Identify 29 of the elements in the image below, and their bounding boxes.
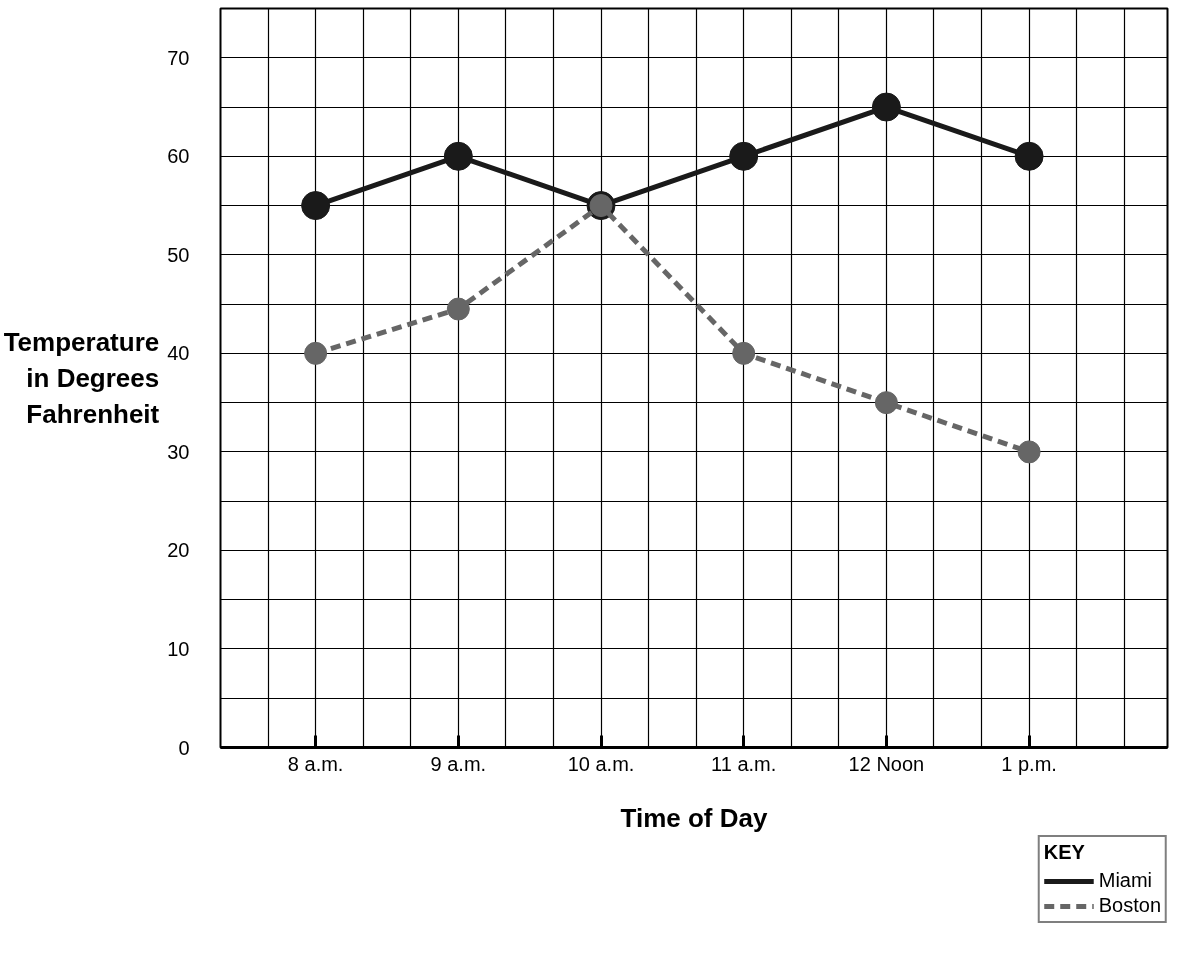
point [874, 391, 898, 415]
y-tick-label: 50 [167, 243, 190, 266]
y-tick-label: 20 [167, 539, 190, 562]
x-tick-label: 1 p.m. [1001, 752, 1057, 775]
point [1017, 440, 1041, 464]
x-tick-label: 8 a.m. [287, 752, 344, 775]
point [729, 141, 759, 171]
x-axis-title: Time of Day [620, 802, 768, 833]
point [732, 341, 756, 365]
x-tick-label: 10 a.m. [567, 752, 635, 775]
x-tick-label: 11 a.m. [711, 752, 777, 775]
y-tick-label: 10 [167, 637, 190, 660]
y-axis-title: Temperature in Degrees Fahrenheit [3, 327, 160, 429]
point [301, 191, 331, 221]
x-tick-label: 9 a.m. [430, 752, 487, 775]
point [871, 92, 901, 122]
y-tick-label: 30 [167, 440, 190, 463]
point [1014, 141, 1044, 171]
y-tick-label: 40 [167, 342, 190, 365]
y-tick-label: 70 [167, 46, 190, 69]
point [446, 297, 470, 321]
y-tick-label: 0 [178, 736, 190, 759]
x-tick-label: 12 Noon [848, 752, 925, 775]
point [304, 341, 328, 365]
legend-title: KEY [1043, 841, 1086, 864]
legend-label: Miami [1098, 869, 1153, 892]
legend-label: Boston [1098, 894, 1161, 917]
point [443, 141, 473, 171]
y-tick-label: 60 [167, 145, 190, 168]
